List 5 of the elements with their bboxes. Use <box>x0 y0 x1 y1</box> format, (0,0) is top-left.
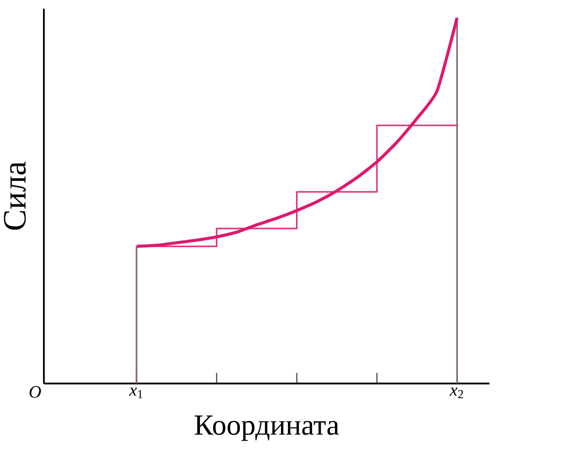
y-axis-title: Сила <box>4 162 26 230</box>
x-axis-title: Координата <box>194 416 339 441</box>
x-tick-label: x$_{1}$ <box>129 388 142 398</box>
text: O <box>30 386 41 398</box>
x-tick-label: x$_{2}$ <box>450 388 464 398</box>
